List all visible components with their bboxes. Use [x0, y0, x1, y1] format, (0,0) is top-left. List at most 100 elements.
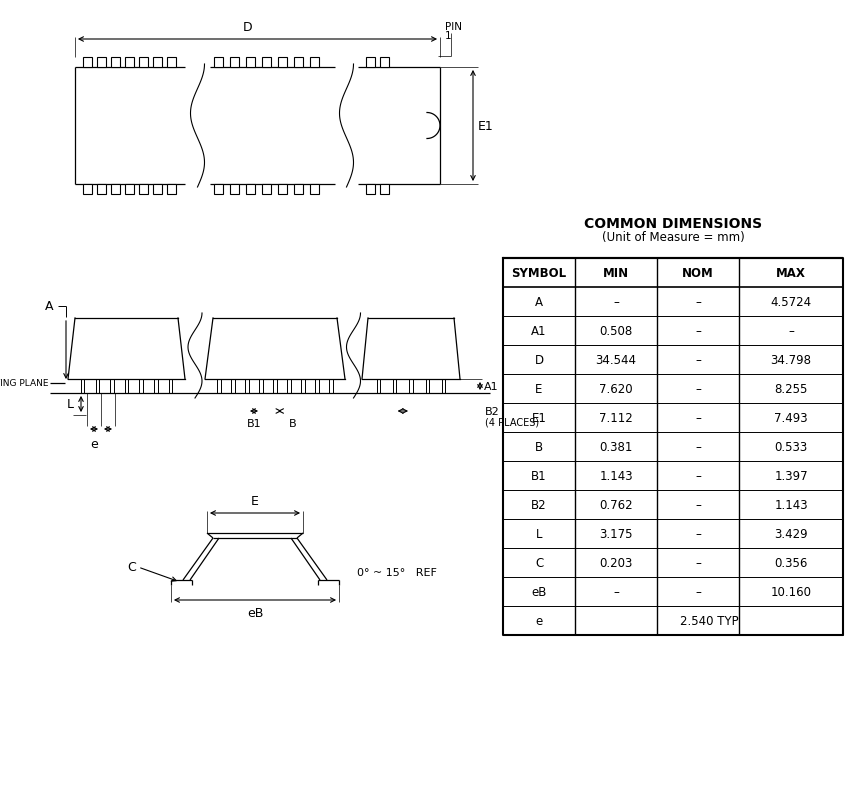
Text: A1: A1 — [532, 324, 547, 337]
Bar — [111, 58, 119, 68]
Text: –: – — [695, 556, 701, 569]
Text: MAX: MAX — [776, 267, 806, 279]
Bar — [166, 185, 176, 195]
Bar — [229, 58, 239, 68]
Text: A: A — [535, 296, 543, 308]
Text: 0.508: 0.508 — [599, 324, 633, 337]
Bar — [153, 58, 162, 68]
Text: E1: E1 — [532, 411, 546, 425]
Text: C: C — [127, 560, 136, 574]
Text: eB: eB — [532, 585, 547, 598]
Text: E: E — [251, 495, 259, 507]
Text: B2: B2 — [485, 406, 500, 417]
Bar — [166, 58, 176, 68]
Text: 1.143: 1.143 — [599, 470, 633, 483]
Text: 34.544: 34.544 — [596, 353, 636, 366]
Text: 34.798: 34.798 — [770, 353, 811, 366]
Bar — [379, 185, 389, 195]
Text: e: e — [90, 438, 98, 450]
Bar — [245, 58, 255, 68]
Text: 3.175: 3.175 — [599, 528, 633, 540]
Text: 0.762: 0.762 — [599, 499, 633, 512]
Text: SEATING PLANE: SEATING PLANE — [0, 379, 48, 388]
Bar — [153, 185, 162, 195]
Text: 0.356: 0.356 — [774, 556, 808, 569]
Text: 7.493: 7.493 — [774, 411, 808, 425]
Text: –: – — [788, 324, 794, 337]
Text: E: E — [535, 382, 543, 396]
Text: –: – — [695, 528, 701, 540]
Bar — [262, 185, 270, 195]
Text: B: B — [535, 441, 543, 454]
Bar — [214, 58, 222, 68]
Bar — [262, 58, 270, 68]
Text: 1: 1 — [445, 31, 452, 41]
Text: –: – — [695, 324, 701, 337]
Bar — [245, 185, 255, 195]
Bar — [293, 185, 302, 195]
Text: –: – — [613, 585, 619, 598]
Text: D: D — [534, 353, 544, 366]
Bar — [366, 185, 375, 195]
Text: B2: B2 — [531, 499, 547, 512]
Text: B: B — [289, 418, 296, 429]
Text: –: – — [695, 441, 701, 454]
Bar — [124, 58, 134, 68]
Text: 0° ~ 15°   REF: 0° ~ 15° REF — [357, 567, 437, 577]
Text: –: – — [695, 353, 701, 366]
Text: 0.203: 0.203 — [599, 556, 633, 569]
Text: 10.160: 10.160 — [770, 585, 811, 598]
Bar — [229, 185, 239, 195]
Text: E1: E1 — [478, 120, 494, 132]
Text: –: – — [695, 585, 701, 598]
Bar — [83, 58, 91, 68]
Text: MIN: MIN — [603, 267, 629, 279]
Bar — [96, 58, 106, 68]
Text: 8.255: 8.255 — [774, 382, 808, 396]
Text: –: – — [695, 470, 701, 483]
Text: L: L — [536, 528, 542, 540]
Text: –: – — [695, 296, 701, 308]
Bar — [293, 58, 302, 68]
Text: B1: B1 — [247, 418, 262, 429]
Text: (Unit of Measure = mm): (Unit of Measure = mm) — [602, 231, 745, 244]
Bar — [214, 185, 222, 195]
Bar — [111, 185, 119, 195]
Bar — [278, 185, 286, 195]
Bar — [379, 58, 389, 68]
Bar — [139, 185, 147, 195]
Text: L: L — [67, 398, 74, 411]
Text: 0.533: 0.533 — [774, 441, 808, 454]
Bar — [96, 185, 106, 195]
Text: 0.381: 0.381 — [599, 441, 633, 454]
Text: (4 PLACES): (4 PLACES) — [485, 418, 539, 427]
Text: COMMON DIMENSIONS: COMMON DIMENSIONS — [584, 217, 762, 230]
Text: 7.620: 7.620 — [599, 382, 633, 396]
Bar — [139, 58, 147, 68]
Bar — [278, 58, 286, 68]
Text: A: A — [44, 300, 53, 313]
Bar — [83, 185, 91, 195]
Text: 1.143: 1.143 — [774, 499, 808, 512]
Text: NOM: NOM — [682, 267, 714, 279]
Text: 2.540 TYP: 2.540 TYP — [680, 614, 739, 627]
Text: SYMBOL: SYMBOL — [511, 267, 567, 279]
Text: –: – — [695, 411, 701, 425]
Text: –: – — [695, 499, 701, 512]
Text: eB: eB — [247, 606, 263, 619]
Text: –: – — [695, 382, 701, 396]
Text: B1: B1 — [531, 470, 547, 483]
Text: 4.5724: 4.5724 — [770, 296, 812, 308]
Text: C: C — [535, 556, 543, 569]
Text: e: e — [535, 614, 543, 627]
Text: 3.429: 3.429 — [774, 528, 808, 540]
Bar — [309, 58, 319, 68]
Bar — [366, 58, 375, 68]
Text: A1: A1 — [484, 381, 498, 392]
Text: 1.397: 1.397 — [774, 470, 808, 483]
Bar — [124, 185, 134, 195]
Text: –: – — [613, 296, 619, 308]
Bar — [309, 185, 319, 195]
Text: 7.112: 7.112 — [599, 411, 633, 425]
Text: D: D — [243, 21, 252, 34]
